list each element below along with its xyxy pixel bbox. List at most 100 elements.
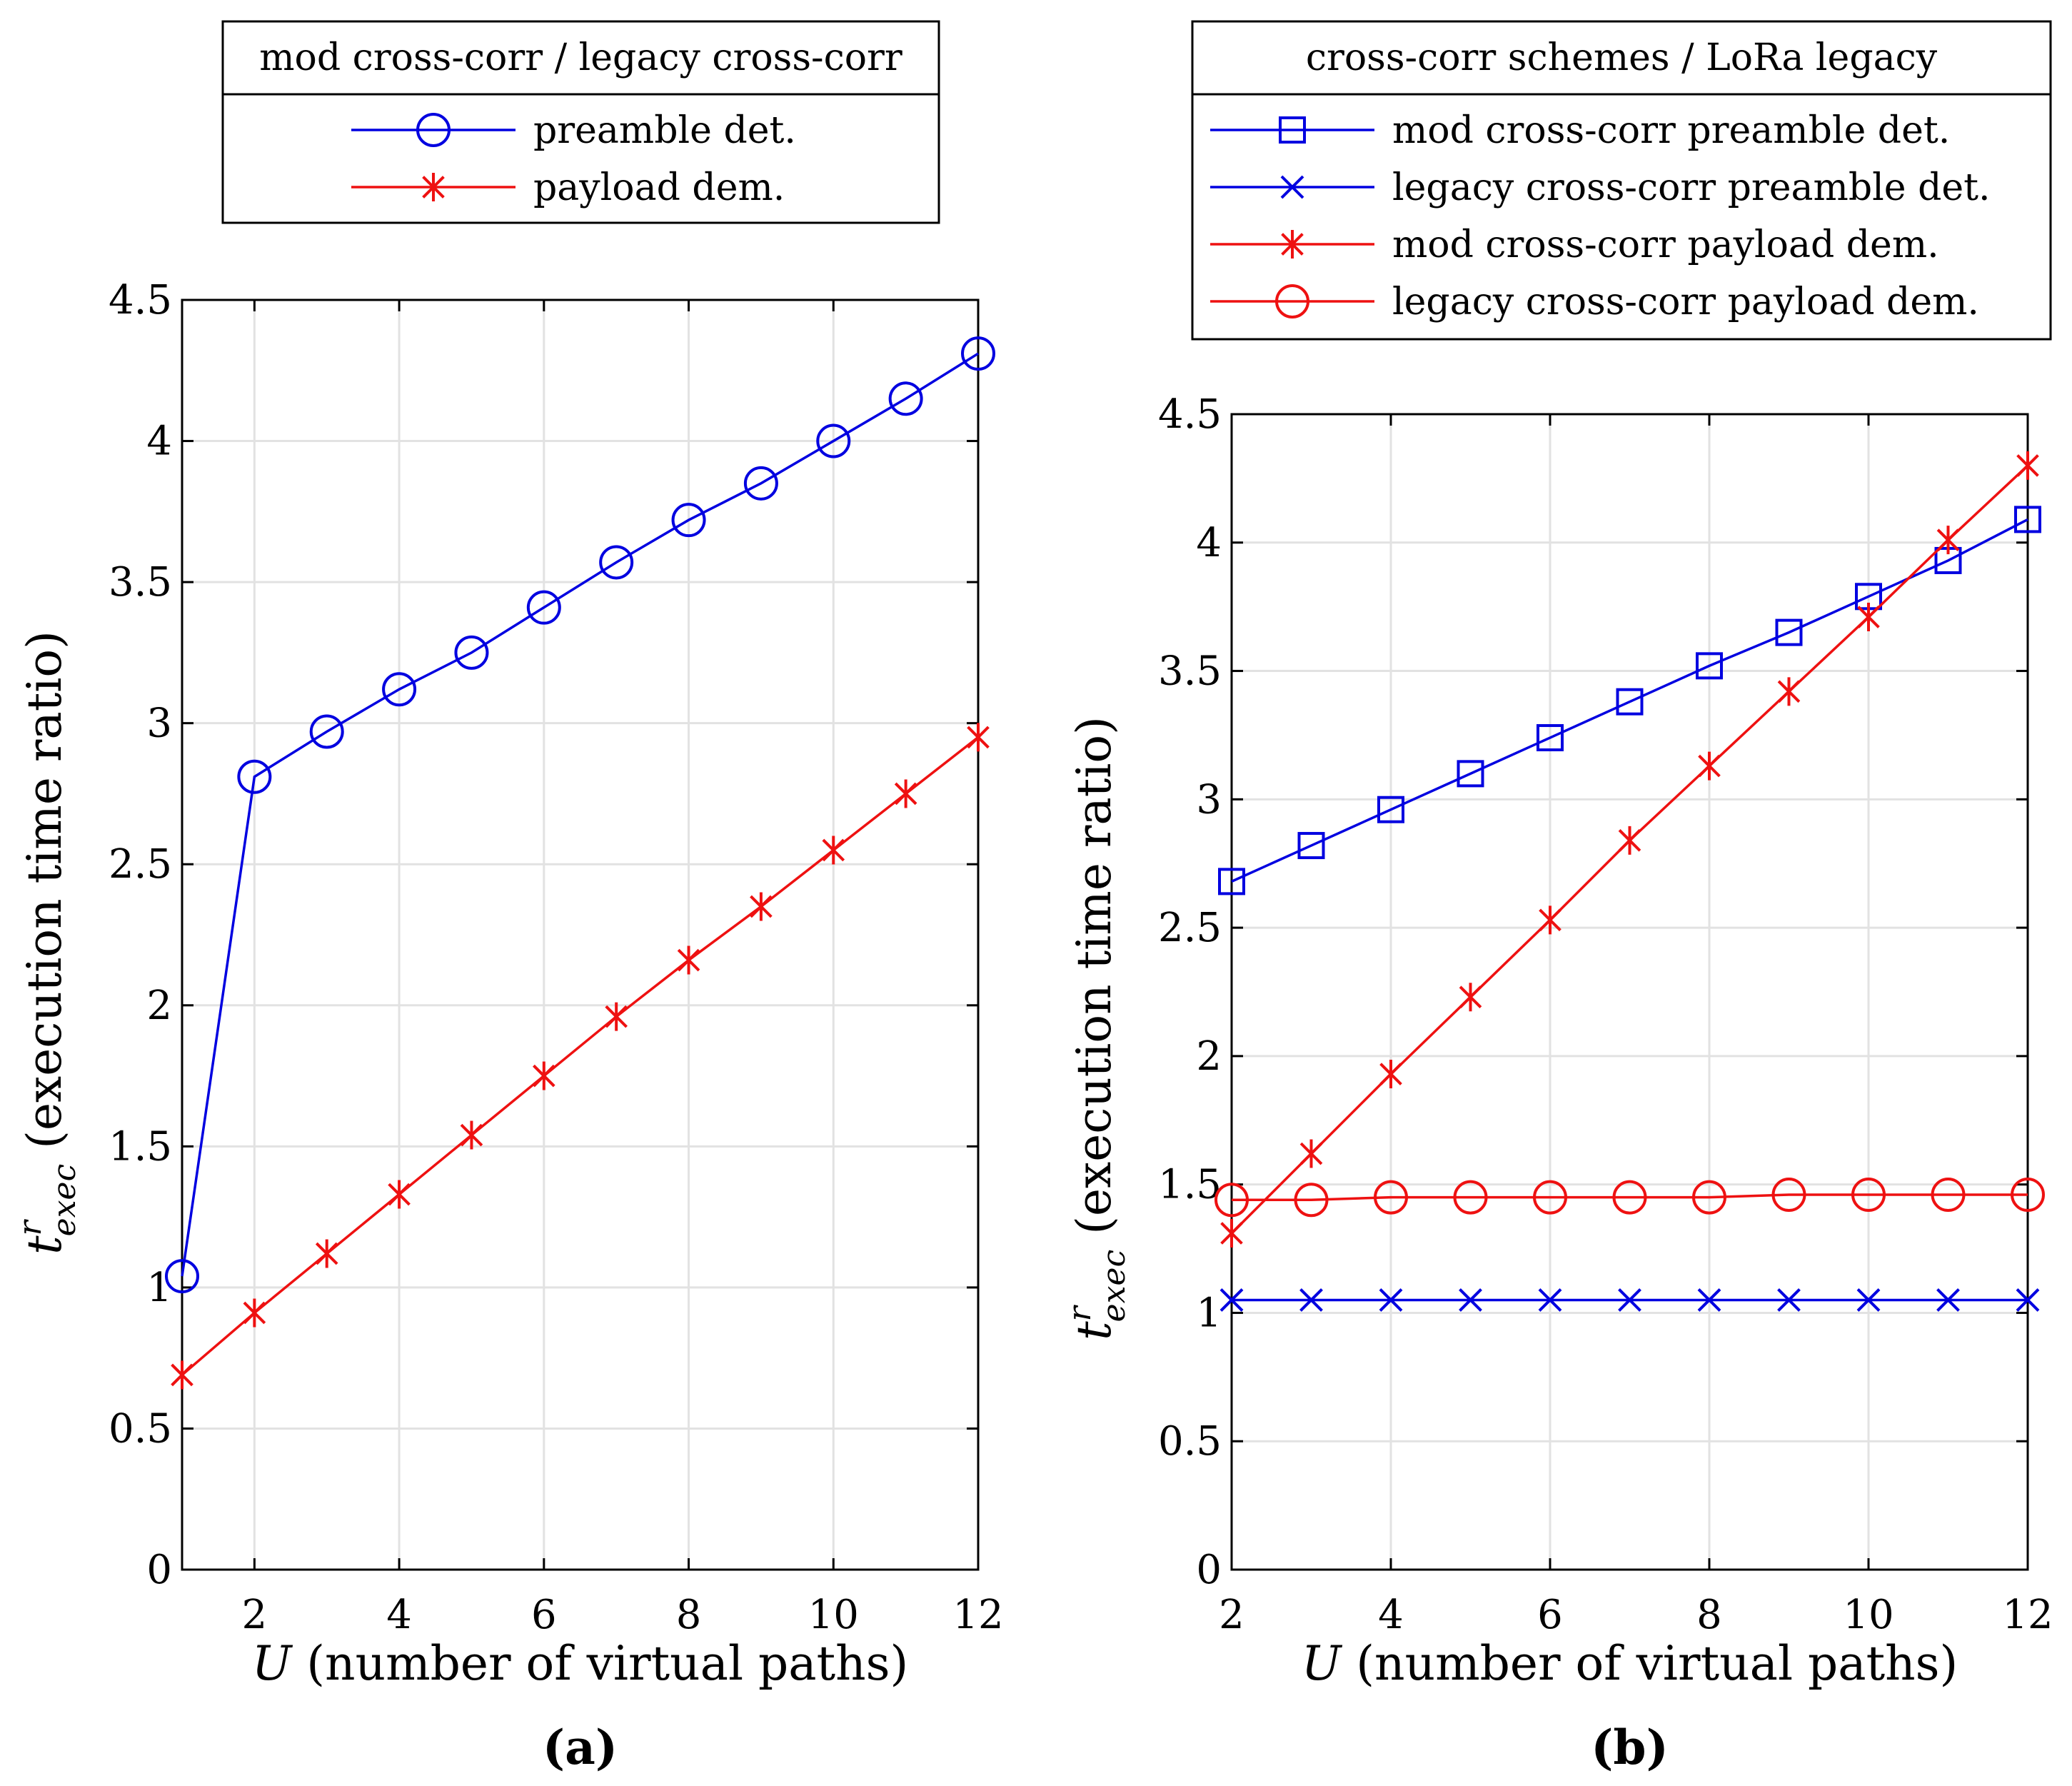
data-point	[454, 635, 489, 670]
x-tick-label: 2	[242, 1592, 268, 1638]
x-tick-label: 6	[1537, 1592, 1563, 1638]
data-point	[1616, 688, 1644, 716]
legend: cross-corr schemes / LoRa legacy mod cros…	[1191, 20, 2052, 341]
data-point	[1537, 724, 1564, 752]
x-axis-variable: U	[252, 1636, 293, 1691]
data-point	[816, 423, 851, 458]
legend-marker	[1279, 116, 1306, 144]
y-tick-label: 2.5	[1158, 905, 1222, 951]
data-point	[2016, 451, 2039, 480]
data-point	[1539, 905, 1561, 935]
y-tick-label: 3	[1196, 776, 1222, 823]
data-point	[599, 545, 634, 580]
data-point	[1696, 652, 1723, 680]
data-point	[1299, 1139, 1323, 1168]
legend-marker	[416, 113, 451, 147]
y-tick-label: 4	[1196, 520, 1222, 566]
y-tick-label: 4.5	[109, 277, 172, 323]
legend-title: cross-corr schemes / LoRa legacy	[1306, 36, 1938, 79]
data-point	[1220, 1218, 1243, 1248]
data-point	[1936, 526, 1960, 555]
x-axis-variable: U	[1302, 1636, 1343, 1691]
series-line	[181, 736, 980, 1376]
data-point	[1214, 1183, 1249, 1218]
data-point	[1377, 796, 1404, 823]
data-point	[1936, 1288, 1960, 1312]
y-tick-label: 3.5	[109, 559, 172, 606]
legend-label: mod cross-corr preamble det.	[1392, 109, 1950, 152]
data-point	[1294, 1183, 1329, 1218]
series-legacy-cross-corr-preamble-det-	[1219, 1288, 2040, 1312]
y-tick-label: 1.5	[109, 1123, 172, 1170]
data-point	[1692, 1180, 1726, 1215]
y-tick-label: 2	[1196, 1033, 1222, 1080]
y-tick-label: 2.5	[109, 841, 172, 888]
data-point	[1457, 760, 1484, 788]
data-point	[1931, 1178, 1966, 1213]
y-axis-text: (execution time ratio)	[17, 631, 72, 1164]
data-point	[1533, 1180, 1567, 1215]
data-point	[1618, 826, 1641, 855]
x-tick-label: 10	[808, 1592, 859, 1638]
data-point	[1775, 618, 1803, 646]
y-axis-label: trexec (execution time ratio)	[12, 631, 83, 1255]
caption: (a)	[543, 1720, 618, 1775]
data-point	[1379, 1288, 1403, 1312]
x-axis-label: U (number of virtual paths)	[252, 1636, 909, 1691]
series-legacy-cross-corr-payload-dem-	[1214, 1178, 2045, 1218]
y-axis-text: (execution time ratio)	[1067, 716, 1122, 1250]
y-axis-sub: exec	[46, 1164, 83, 1237]
data-point	[1219, 1288, 1244, 1312]
data-point	[526, 590, 561, 625]
data-point	[750, 892, 773, 921]
series-preamble-det-	[165, 336, 995, 1294]
data-point	[1459, 983, 1482, 1012]
axes-box	[1230, 413, 2029, 1571]
data-point	[2011, 1178, 2045, 1213]
y-tick-label: 4.5	[1158, 391, 1222, 438]
y-tick-label: 1.5	[1158, 1162, 1222, 1208]
data-point	[1771, 1178, 1806, 1213]
legend-label: preamble det.	[533, 109, 796, 152]
y-axis-var: t	[17, 1235, 72, 1255]
y-axis-sub: exec	[1096, 1250, 1132, 1323]
plot-area	[1232, 414, 2028, 1570]
data-point	[171, 1360, 193, 1390]
legend-label: legacy cross-corr preamble det.	[1392, 166, 1991, 209]
data-point	[2016, 1288, 2040, 1312]
y-tick-label: 4	[146, 418, 172, 465]
series-mod-cross-corr-payload-dem-	[1220, 451, 2039, 1248]
series-mod-cross-corr-preamble-det-	[1218, 506, 2041, 895]
data-point	[1374, 1180, 1408, 1215]
legend-marker	[422, 173, 445, 201]
legend-box	[221, 20, 940, 224]
data-point	[1777, 677, 1801, 706]
axes-box	[181, 298, 980, 1571]
plot-area	[182, 300, 978, 1570]
data-point	[1698, 751, 1721, 781]
series-payload-dem-	[171, 723, 990, 1390]
data-point	[2014, 506, 2041, 533]
x-axis-label: U (number of virtual paths)	[1302, 1636, 1958, 1691]
legend-entry: mod cross-corr preamble det.	[1210, 109, 1950, 152]
caption: (b)	[1591, 1720, 1669, 1775]
data-point	[1379, 1060, 1402, 1089]
data-point	[1857, 603, 1880, 632]
data-point	[237, 759, 272, 794]
y-tick-label: 3.5	[1158, 648, 1222, 695]
data-point	[533, 1061, 555, 1090]
y-tick-label: 0.5	[109, 1405, 172, 1452]
data-point	[1856, 1288, 1881, 1312]
y-tick-label: 3	[146, 701, 172, 747]
x-tick-label: 4	[1378, 1592, 1404, 1638]
x-tick-label: 4	[386, 1592, 412, 1638]
data-point	[677, 945, 700, 975]
series-line	[1231, 518, 2028, 883]
series-line	[181, 352, 979, 1277]
legend-marker	[1280, 175, 1304, 199]
x-axis-text: (number of virtual paths)	[1341, 1636, 1958, 1691]
data-point	[309, 714, 344, 749]
data-point	[460, 1120, 483, 1150]
data-point	[1299, 1288, 1323, 1312]
y-axis-sup: r	[12, 1218, 49, 1235]
